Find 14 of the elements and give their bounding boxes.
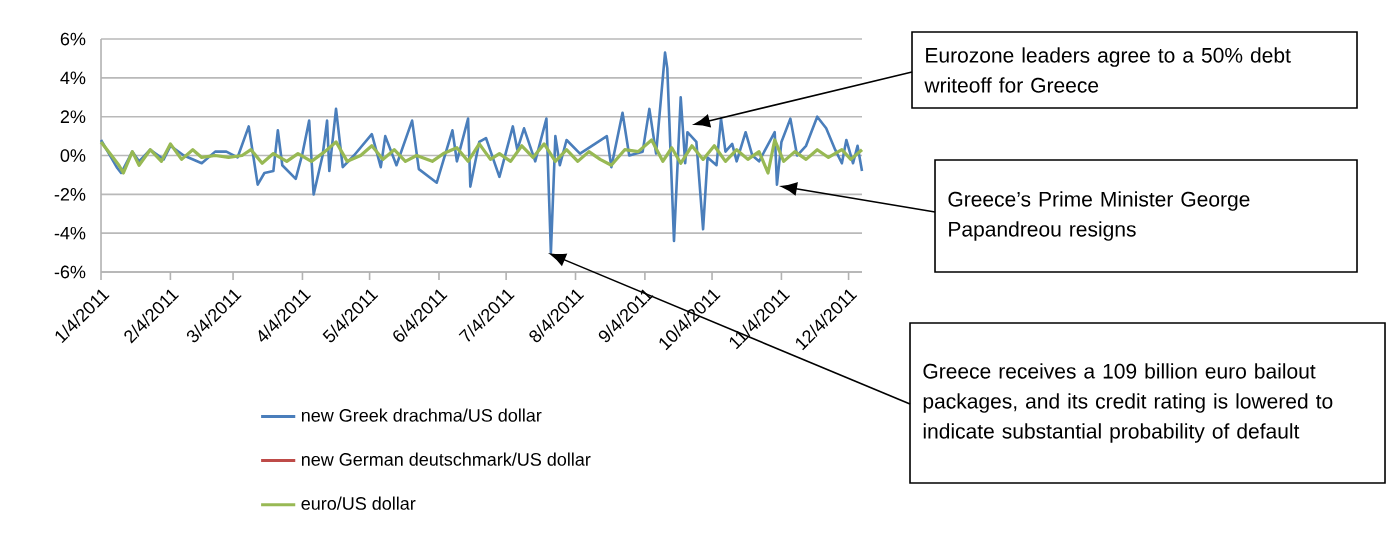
legend-label: new German deutschmark/US dollar [301, 452, 591, 466]
line-series [99, 138, 864, 175]
text: Greece’s Prime Minister George Papandreou resigns [948, 191, 1250, 241]
y-tick-label: 6% [60, 32, 86, 46]
y-tick-label: 2% [60, 110, 86, 124]
text: Greece receives a 109 billion euro bailout packages, and its credit rating is lowered to indicate substantial probability of default [923, 363, 1333, 443]
y-tick-label: -4% [54, 226, 86, 240]
y-tick-label: -6% [54, 265, 86, 279]
y-tick-label: 0% [60, 149, 86, 162]
y-tick-label: -2% [54, 188, 86, 201]
legend-label: new Greek drachma/US dollar [301, 408, 542, 422]
y-tick-label: 4% [60, 71, 86, 85]
legend-label: euro/US dollar [301, 496, 416, 510]
text: Eurozone leaders agree to a 50% debt writeoff for Greece [924, 47, 1291, 93]
